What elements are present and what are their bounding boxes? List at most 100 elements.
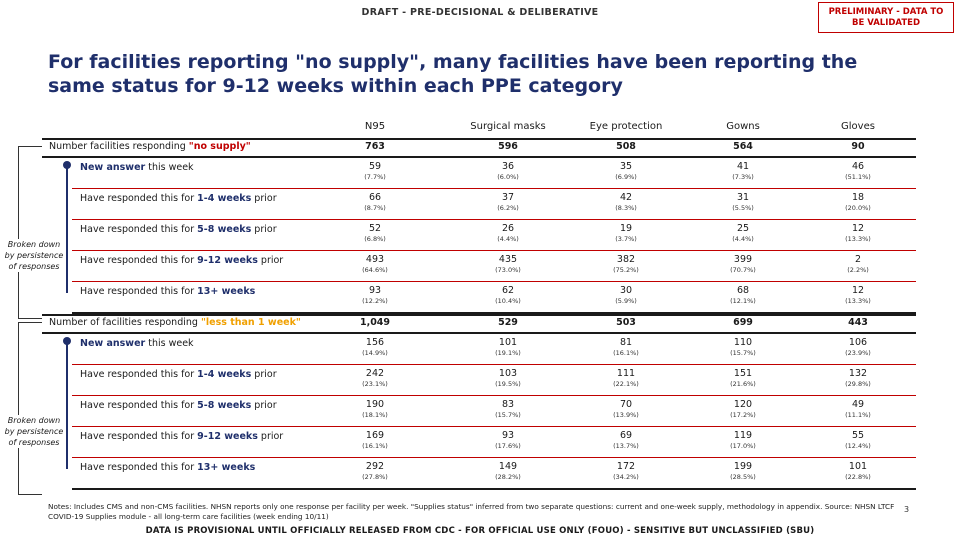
row-label-text: prior <box>257 431 284 442</box>
cell-count: 52 <box>368 223 382 234</box>
cell-percent: (6.9%) <box>615 173 637 181</box>
cell-percent: (4.4%) <box>497 235 519 243</box>
section-summary-label: Number of facilities responding "less th… <box>49 317 301 328</box>
summary-total: 443 <box>848 317 868 328</box>
table-cell: 103 (19.5%) <box>453 368 563 389</box>
cell-percent: (15.7%) <box>495 411 521 419</box>
table-cell: 12 (13.3%) <box>803 285 913 306</box>
cell-percent: (14.9%) <box>362 349 388 357</box>
row-label: Have responded this for 13+ weeks <box>80 462 255 473</box>
breakdown-bracket <box>18 322 42 495</box>
cell-count: 106 <box>848 337 868 348</box>
cell-count: 111 <box>616 368 636 379</box>
table-cell: 242 (23.1%) <box>320 368 430 389</box>
table-cell: 81 (16.1%) <box>571 337 681 358</box>
row-label: Have responded this for 1-4 weeks prior <box>80 193 277 204</box>
table-cell: 68 (12.1%) <box>688 285 798 306</box>
table-cell: 435 (73.0%) <box>453 254 563 275</box>
row-label-text: prior <box>251 369 277 380</box>
row-label-bold: 5-8 weeks <box>197 400 252 411</box>
cell-percent: (64.6%) <box>362 266 388 274</box>
table-cell: 30 (5.9%) <box>571 285 681 306</box>
cell-percent: (11.1%) <box>845 411 871 419</box>
column-header-4: Gloves <box>841 121 875 132</box>
row-label-bold: 13+ weeks <box>197 286 256 297</box>
column-header-2: Eye protection <box>589 121 663 132</box>
section-top-line <box>42 314 916 316</box>
cell-count: 132 <box>848 368 868 379</box>
cell-percent: (8.7%) <box>364 204 386 212</box>
cell-percent: (13.7%) <box>613 442 639 450</box>
row-label: New answer this week <box>80 338 194 349</box>
table-cell: 25 (4.4%) <box>688 223 798 244</box>
row-label: Have responded this for 1-4 weeks prior <box>80 369 277 380</box>
table-cell: 18 (20.0%) <box>803 192 913 213</box>
row-divider <box>72 312 916 314</box>
cell-count: 41 <box>736 161 750 172</box>
table-cell: 66 (8.7%) <box>320 192 430 213</box>
table-cell: 62 (10.4%) <box>453 285 563 306</box>
cell-count: 399 <box>733 254 753 265</box>
table-cell: 49 (11.1%) <box>803 399 913 420</box>
cell-count: 12 <box>851 223 865 234</box>
row-label-bold: 5-8 weeks <box>197 224 252 235</box>
table-cell: 52 (6.8%) <box>320 223 430 244</box>
cell-percent: (19.1%) <box>495 349 521 357</box>
timeline-dot <box>63 161 71 169</box>
row-label-bold: 13+ weeks <box>197 462 256 473</box>
table-cell: 119 (17.0%) <box>688 430 798 451</box>
cell-count: 31 <box>736 192 750 203</box>
cell-count: 110 <box>733 337 753 348</box>
cell-count: 103 <box>498 368 518 379</box>
cell-count: 101 <box>848 461 868 472</box>
cell-count: 190 <box>365 399 385 410</box>
table-cell: 93 (12.2%) <box>320 285 430 306</box>
table-cell: 2 (2.2%) <box>803 254 913 275</box>
summary-label-highlight: "no supply" <box>188 141 251 152</box>
table-cell: 199 (28.5%) <box>688 461 798 482</box>
page-number: 3 <box>904 505 910 514</box>
summary-total: 699 <box>733 317 753 328</box>
cell-percent: (23.1%) <box>362 380 388 388</box>
table-cell: 151 (21.6%) <box>688 368 798 389</box>
cell-count: 69 <box>619 430 633 441</box>
cell-percent: (73.0%) <box>495 266 521 274</box>
column-header-1: Surgical masks <box>470 121 546 132</box>
summary-total: 508 <box>616 141 636 152</box>
cell-percent: (3.7%) <box>615 235 637 243</box>
cell-percent: (6.0%) <box>497 173 519 181</box>
table-cell: 12 (13.3%) <box>803 223 913 244</box>
table-cell: 46 (51.1%) <box>803 161 913 182</box>
cell-percent: (16.1%) <box>362 442 388 450</box>
row-label-text: Have responded this for <box>80 224 198 235</box>
table-cell: 36 (6.0%) <box>453 161 563 182</box>
table-cell: 35 (6.9%) <box>571 161 681 182</box>
row-label-text: Have responded this for <box>80 286 198 297</box>
summary-total: 763 <box>365 141 385 152</box>
row-label-text: this week <box>145 162 194 173</box>
timeline-dot <box>63 337 71 345</box>
summary-total: 503 <box>616 317 636 328</box>
row-label-text: Have responded this for <box>80 255 198 266</box>
cell-count: 62 <box>501 285 515 296</box>
bracket-label: Broken down by persistence of responses <box>4 415 64 448</box>
draft-label: DRAFT - PRE-DECISIONAL & DELIBERATIVE <box>361 7 599 18</box>
cell-percent: (8.3%) <box>615 204 637 212</box>
summary-total: 564 <box>733 141 753 152</box>
table-cell: 172 (34.2%) <box>571 461 681 482</box>
summary-bottom-line <box>42 332 916 334</box>
cell-count: 172 <box>616 461 636 472</box>
cell-percent: (15.7%) <box>730 349 756 357</box>
cell-count: 81 <box>619 337 633 348</box>
table-cell: 120 (17.2%) <box>688 399 798 420</box>
cell-percent: (4.4%) <box>732 235 754 243</box>
cell-count: 199 <box>733 461 753 472</box>
section-top-line <box>42 138 916 140</box>
bracket-label: Broken down by persistence of responses <box>4 239 64 272</box>
table-cell: 169 (16.1%) <box>320 430 430 451</box>
table-cell: 399 (70.7%) <box>688 254 798 275</box>
row-label-bold: 9-12 weeks <box>197 431 258 442</box>
cell-count: 169 <box>365 430 385 441</box>
table-cell: 101 (19.1%) <box>453 337 563 358</box>
row-label-text: prior <box>251 400 277 411</box>
